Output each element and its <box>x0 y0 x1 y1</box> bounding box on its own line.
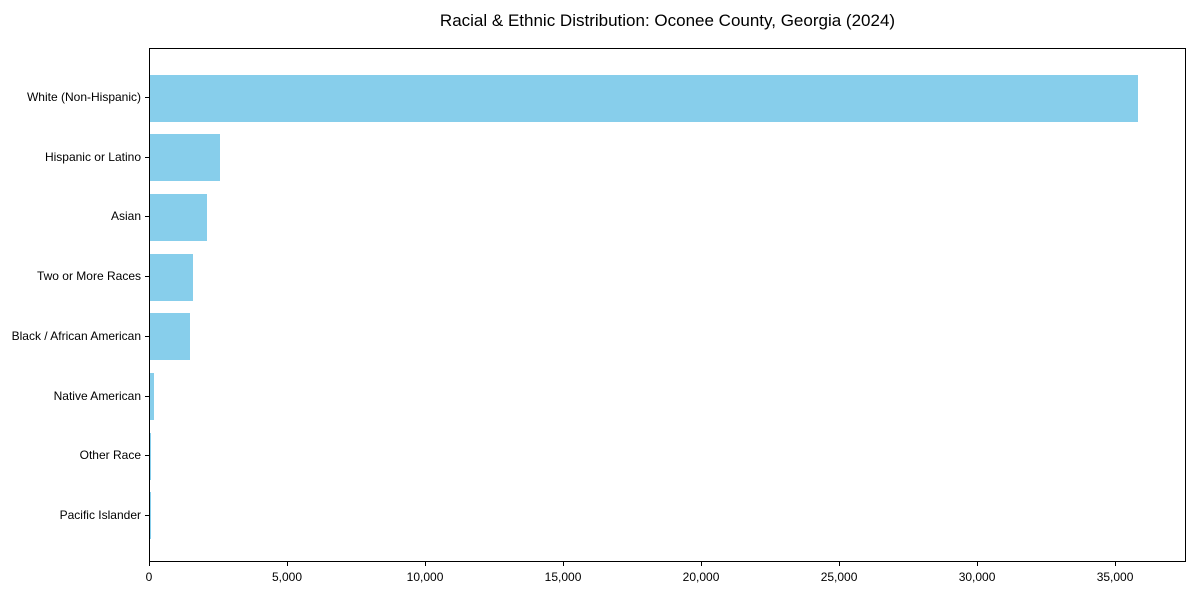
y-axis-tick <box>145 156 149 158</box>
x-axis-tick-label: 10,000 <box>406 570 444 584</box>
x-axis-tick-label: 5,000 <box>271 570 303 584</box>
bar-black-african-american <box>150 313 191 361</box>
y-axis-label: Black / African American <box>11 328 141 343</box>
chart-title: Racial & Ethnic Distribution: Oconee Cou… <box>439 11 896 30</box>
x-axis-tick-label: 20,000 <box>682 570 720 584</box>
y-axis-tick <box>145 514 149 516</box>
bar-two-or-more-races <box>150 253 194 301</box>
x-axis-tick-label: 25,000 <box>820 570 858 584</box>
x-axis-tick-label: 15,000 <box>544 570 582 584</box>
x-axis-tick-label: 30,000 <box>958 570 996 584</box>
y-axis-label: White (Non-Hispanic) <box>26 90 141 104</box>
y-axis-label: Pacific Islander <box>59 507 141 522</box>
y-axis-label: Asian <box>110 209 141 224</box>
x-axis-tick <box>1115 562 1117 566</box>
x-axis-tick <box>287 562 288 566</box>
y-axis-tick <box>145 97 149 98</box>
bar-hispanic-or-latino <box>150 134 221 182</box>
bar-other-race <box>150 432 152 480</box>
x-axis-tick <box>977 562 979 566</box>
bar-native-american <box>150 373 154 421</box>
y-axis-tick <box>145 216 149 218</box>
y-axis-tick <box>145 395 149 397</box>
y-axis-label: Native American <box>53 388 141 403</box>
bar-asian <box>150 193 207 241</box>
x-axis-tick <box>425 562 427 566</box>
plot-area <box>149 48 1186 562</box>
y-axis-tick <box>145 335 149 337</box>
x-axis-tick <box>701 562 703 566</box>
y-axis-label: Two or More Races <box>36 269 141 284</box>
x-axis-tick-label: 35,000 <box>1096 570 1134 584</box>
y-axis-label: Other Race <box>79 448 141 463</box>
y-axis-tick <box>145 455 149 457</box>
x-axis-tick <box>563 562 565 566</box>
x-axis-tick-label: 0 <box>145 570 153 584</box>
x-axis-tick <box>839 562 841 566</box>
x-axis-tick <box>149 562 150 566</box>
y-axis-tick <box>145 276 149 278</box>
bar-white-non-hispanic <box>150 74 1139 122</box>
y-axis-label: Hispanic or Latino <box>44 149 141 164</box>
